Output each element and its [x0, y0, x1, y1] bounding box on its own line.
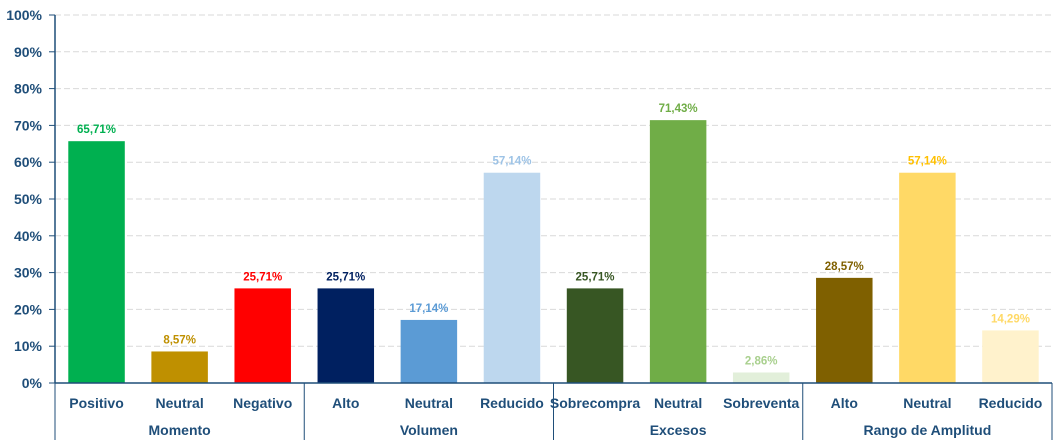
group-label: Momento [149, 422, 211, 438]
data-label: 65,71% [77, 124, 116, 136]
data-label: 8,57% [163, 334, 196, 346]
y-tick-label: 30% [14, 265, 43, 281]
y-tick-label: 70% [14, 117, 43, 133]
category-label: Reducido [979, 395, 1043, 411]
bar [68, 141, 125, 383]
y-tick-label: 100% [6, 7, 42, 23]
bar [982, 330, 1039, 383]
y-tick-label: 60% [14, 154, 43, 170]
bar [151, 351, 208, 383]
category-label: Reducido [480, 395, 544, 411]
bar [899, 172, 956, 383]
category-label: Alto [831, 395, 858, 411]
category-label: Positivo [69, 395, 123, 411]
category-label: Neutral [405, 395, 453, 411]
group-label: Rango de Amplitud [863, 422, 991, 438]
axes [49, 14, 1053, 440]
data-label: 14,29% [991, 313, 1030, 325]
data-label: 25,71% [243, 271, 282, 283]
bar [234, 288, 291, 383]
category-label: Alto [332, 395, 359, 411]
y-tick-label: 0% [22, 375, 43, 391]
data-label: 57,14% [908, 156, 947, 168]
bars [68, 120, 1039, 383]
y-tick-label: 40% [14, 228, 43, 244]
data-label: 71,43% [659, 103, 698, 115]
group-label: Excesos [650, 422, 707, 438]
labels: 0% 10% 20% 30% 40% 50% 60% 70% 80% 90% 100% 65,71% P… [6, 7, 1042, 438]
bar [732, 372, 790, 383]
data-label: 28,57% [825, 261, 864, 273]
bar [816, 277, 873, 383]
y-tick-label: 80% [14, 81, 43, 97]
category-label: Neutral [654, 395, 702, 411]
bar [483, 172, 541, 383]
group-label: Volumen [400, 422, 458, 438]
data-label: 25,71% [576, 271, 615, 283]
gridlines [55, 14, 1052, 347]
bar [566, 288, 624, 383]
y-tick-label: 50% [14, 191, 43, 207]
y-tick-label: 90% [14, 44, 43, 60]
data-label: 17,14% [409, 303, 448, 315]
bar [400, 319, 458, 383]
category-label: Negativo [233, 395, 292, 411]
y-tick-label: 20% [14, 301, 43, 317]
data-label: 2,86% [745, 355, 778, 367]
data-label: 57,14% [492, 156, 531, 168]
category-label: Neutral [903, 395, 951, 411]
data-label: 25,71% [326, 271, 365, 283]
bar [317, 288, 375, 383]
bar [649, 120, 707, 383]
category-label: Sobreventa [723, 395, 799, 411]
category-label: Neutral [156, 395, 204, 411]
y-tick-label: 10% [14, 338, 43, 354]
category-label: Sobrecompra [550, 395, 640, 411]
